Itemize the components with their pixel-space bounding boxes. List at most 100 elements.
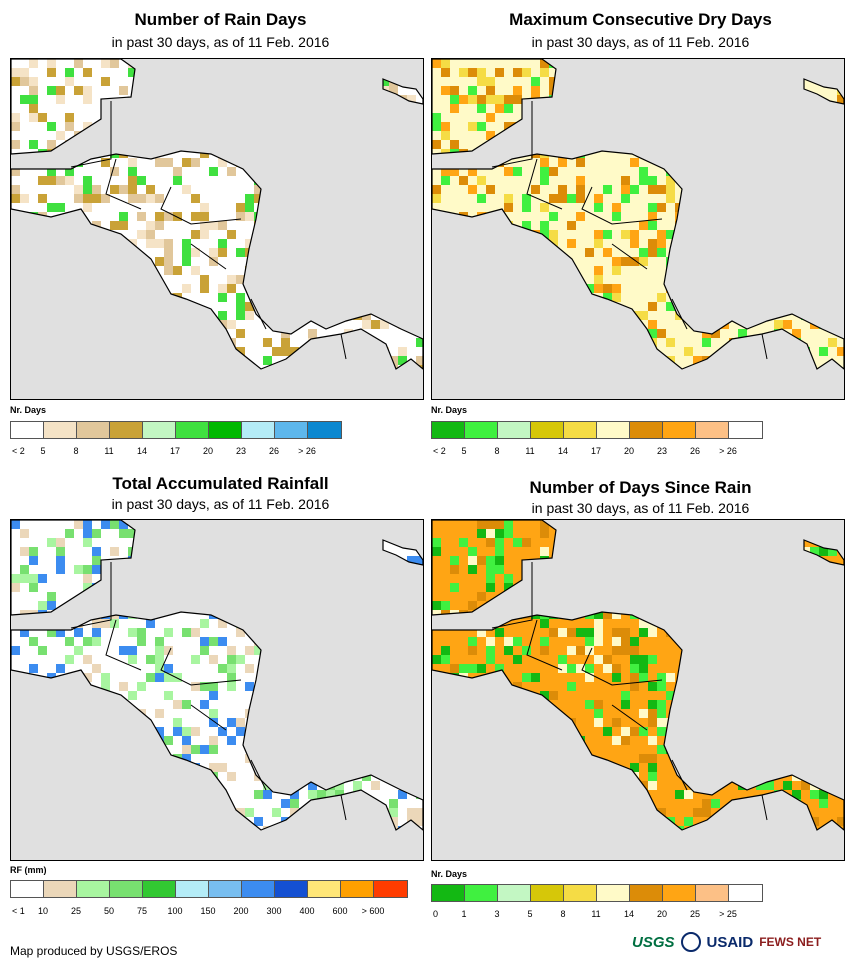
map-days-since-rain [431, 519, 845, 861]
country-borders [491, 562, 768, 821]
legend-swatch [630, 422, 663, 438]
legend-swatch [110, 881, 143, 897]
legend-swatch [498, 885, 531, 901]
coastline [432, 520, 844, 831]
panel-title: Number of Days Since Rain [529, 478, 752, 497]
map-credit: Map produced by USGS/EROS [10, 944, 178, 958]
legend-label: 3 [494, 909, 500, 919]
legend-label: < 2 [433, 446, 446, 456]
legend-label: 300 [266, 906, 282, 916]
legend-swatch [465, 422, 498, 438]
country-borders [491, 101, 768, 360]
legend-label: 8 [560, 909, 566, 919]
map-max-dry-days [431, 58, 845, 400]
legend-swatches [10, 880, 408, 898]
legend-label: 25 [689, 909, 701, 919]
legend-label: 14 [557, 446, 569, 456]
legend-label: 17 [169, 446, 181, 456]
legend-swatch [11, 422, 44, 438]
legend-label: < 2 [12, 446, 25, 456]
legend-label: 26 [689, 446, 701, 456]
legend-label: 11 [525, 446, 535, 456]
legend-label: 20 [202, 446, 214, 456]
panel-subtitle: in past 30 days, as of 11 Feb. 2016 [531, 34, 750, 50]
panel-title: Total Accumulated Rainfall [112, 474, 329, 493]
fews-net-logo: FEWS NET [759, 935, 822, 949]
legend-label: 1 [461, 909, 467, 919]
legend-swatch [696, 885, 729, 901]
legend-swatch [597, 422, 630, 438]
legend-label: > 600 [361, 906, 385, 916]
legend-swatch [597, 885, 630, 901]
legend-swatch [663, 885, 696, 901]
legend-swatch [242, 881, 275, 897]
legend-label: 150 [200, 906, 216, 916]
usaid-logo: USAID [706, 933, 754, 951]
map-canvas [11, 520, 423, 831]
legend-swatch [77, 881, 110, 897]
legend-label: 20 [623, 446, 635, 456]
legend-label: 23 [235, 446, 247, 456]
legend-swatch [564, 422, 597, 438]
legend-title: Nr. Days [10, 405, 47, 415]
land-area [11, 59, 423, 369]
legend-swatches [431, 884, 763, 902]
legend-label: 5 [527, 909, 533, 919]
legend-label: 25 [70, 906, 82, 916]
panel-title: Maximum Consecutive Dry Days [509, 10, 772, 29]
legend-label: 100 [167, 906, 183, 916]
land-area [432, 59, 844, 369]
legend-swatches [10, 421, 342, 439]
panel-title: Number of Rain Days [134, 10, 307, 29]
legend-swatch [44, 881, 77, 897]
legend-label: 14 [136, 446, 148, 456]
map-canvas [432, 59, 844, 370]
legend-swatch [498, 422, 531, 438]
legend-title: RF (mm) [10, 865, 47, 875]
legend-title: Nr. Days [431, 869, 468, 879]
land-area [11, 520, 423, 830]
legend-swatch [308, 881, 341, 897]
coastline [11, 59, 423, 370]
legend-label: 11 [104, 446, 114, 456]
legend-label: 5 [40, 446, 46, 456]
panel-subtitle: in past 30 days, as of 11 Feb. 2016 [111, 34, 330, 50]
legend-swatch [341, 881, 374, 897]
legend-label: 8 [73, 446, 79, 456]
legend-label: 400 [299, 906, 315, 916]
legend-label: 50 [103, 906, 115, 916]
legend-label: 600 [332, 906, 348, 916]
usaid-seal-icon [680, 932, 701, 952]
legend-swatch [308, 422, 341, 438]
legend-swatch [432, 885, 465, 901]
legend-label: 8 [494, 446, 500, 456]
panel-subtitle: in past 30 days, as of 11 Feb. 2016 [111, 496, 330, 512]
legend-label: > 26 [719, 446, 737, 456]
legend-swatch [564, 885, 597, 901]
legend-swatch [729, 422, 762, 438]
legend-label: 5 [461, 446, 467, 456]
legend-label: 75 [136, 906, 148, 916]
legend-swatch [729, 885, 762, 901]
map-total-rainfall [10, 519, 424, 861]
legend-swatch [176, 422, 209, 438]
map-rain-days [10, 58, 424, 400]
coastline [432, 59, 844, 370]
legend-swatch [275, 881, 308, 897]
legend-label: 23 [656, 446, 668, 456]
legend-label: > 25 [719, 909, 737, 919]
legend-swatches [431, 421, 763, 439]
legend-swatch [11, 881, 44, 897]
legend-label: 10 [37, 906, 49, 916]
grid-cells [432, 520, 844, 830]
legend-title: Nr. Days [431, 405, 468, 415]
legend-swatch [531, 885, 564, 901]
legend-label: 20 [656, 909, 668, 919]
legend-label: 0 [433, 909, 439, 919]
map-canvas [432, 520, 844, 831]
legend-swatch [531, 422, 564, 438]
legend-swatch [110, 422, 143, 438]
legend-label: 200 [233, 906, 249, 916]
agency-logos: USGS USAID FEWS NET [632, 932, 821, 952]
legend-swatch [696, 422, 729, 438]
